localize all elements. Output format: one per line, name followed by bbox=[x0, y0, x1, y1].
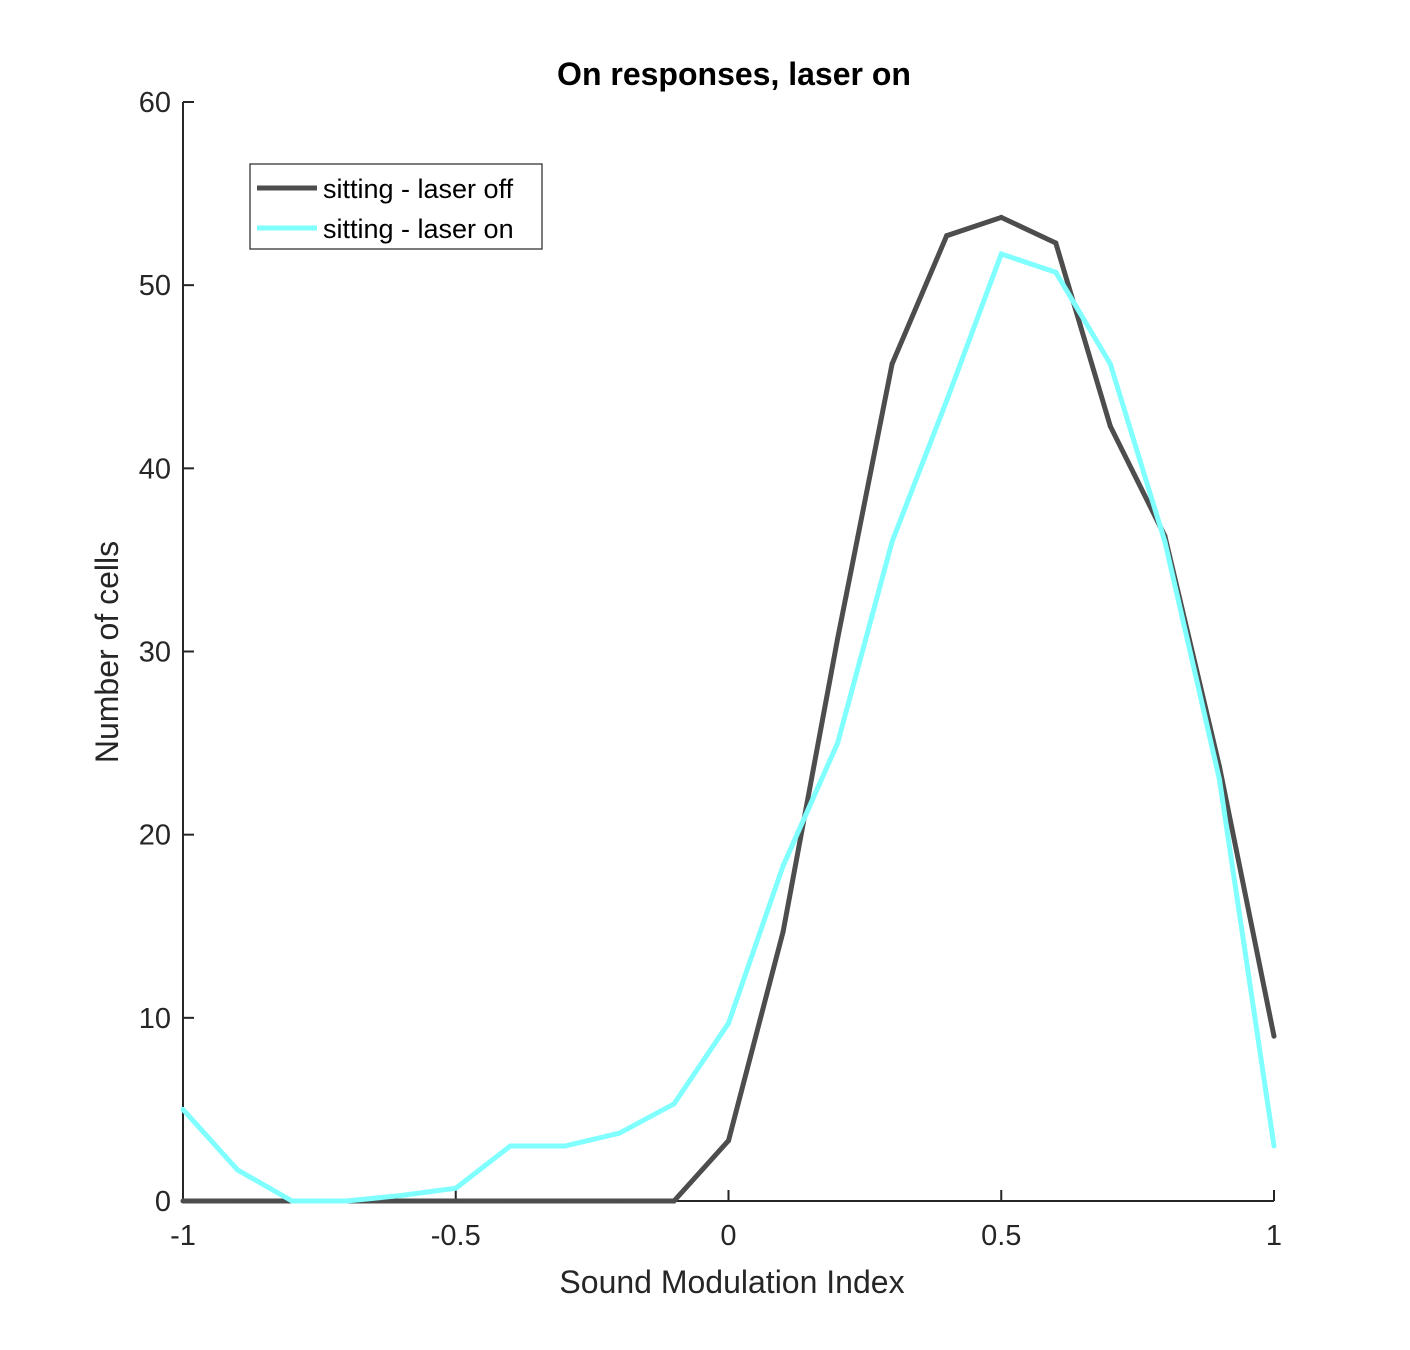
data-point-laser-on bbox=[726, 1020, 731, 1026]
data-point-laser-on bbox=[944, 398, 950, 404]
data-point-laser-on bbox=[562, 1143, 568, 1149]
data-point-laser-off bbox=[835, 636, 841, 642]
data-point-laser-off bbox=[616, 1198, 622, 1204]
y-tick-label: 30 bbox=[139, 637, 171, 669]
data-point-laser-on bbox=[344, 1198, 350, 1204]
data-point-laser-on bbox=[671, 1101, 677, 1107]
data-point-laser-off bbox=[398, 1198, 404, 1204]
legend-label-laser-on: sitting - laser on bbox=[323, 214, 514, 244]
data-point-laser-on bbox=[616, 1130, 622, 1136]
data-point-laser-on bbox=[180, 1106, 186, 1112]
data-point-laser-off bbox=[671, 1198, 677, 1204]
data-point-laser-on bbox=[1217, 777, 1222, 783]
y-tick-label: 20 bbox=[139, 820, 171, 852]
legend-label-laser-off: sitting - laser off bbox=[323, 174, 514, 204]
x-tick-label: 0.5 bbox=[981, 1220, 1021, 1252]
data-point-laser-on bbox=[1053, 269, 1059, 275]
data-point-laser-off bbox=[1107, 423, 1113, 429]
legend: sitting - laser off sitting - laser on bbox=[249, 163, 543, 250]
data-point-laser-off bbox=[780, 929, 786, 935]
data-point-laser-on bbox=[889, 539, 895, 545]
chart-title: On responses, laser on bbox=[557, 56, 911, 92]
data-point-laser-off bbox=[998, 214, 1004, 220]
data-point-laser-off bbox=[1271, 1033, 1277, 1039]
y-axis-label: Number of cells bbox=[89, 541, 125, 763]
data-point-laser-on bbox=[1162, 539, 1168, 545]
data-point-laser-off bbox=[726, 1138, 731, 1144]
y-tick-label: 10 bbox=[139, 1003, 171, 1035]
data-point-laser-off bbox=[180, 1198, 186, 1204]
x-axis-label: Sound Modulation Index bbox=[559, 1264, 904, 1300]
data-point-laser-off bbox=[944, 233, 950, 239]
data-point-laser-on bbox=[780, 863, 786, 869]
data-point-laser-on bbox=[235, 1167, 240, 1173]
y-tick-label: 50 bbox=[139, 270, 171, 302]
x-tick-label: 1 bbox=[1266, 1220, 1282, 1252]
x-tick-label: 0 bbox=[720, 1220, 736, 1252]
data-point-laser-off bbox=[889, 361, 895, 367]
x-tick-label: -1 bbox=[170, 1220, 196, 1252]
data-point-laser-off bbox=[1053, 240, 1059, 246]
data-point-laser-on bbox=[398, 1193, 404, 1198]
series-layer bbox=[180, 214, 1277, 1204]
data-point-laser-on bbox=[998, 251, 1004, 257]
data-point-laser-on bbox=[835, 740, 841, 746]
data-point-laser-on bbox=[1271, 1143, 1277, 1149]
y-tick-label: 0 bbox=[155, 1186, 171, 1218]
data-point-laser-on bbox=[507, 1143, 513, 1149]
x-tick-label: -0.5 bbox=[431, 1220, 481, 1252]
data-point-laser-on bbox=[289, 1198, 295, 1204]
data-point-laser-on bbox=[1107, 361, 1113, 367]
series-laser-on bbox=[180, 250, 1277, 1204]
data-point-laser-off bbox=[562, 1198, 568, 1204]
data-point-laser-on bbox=[453, 1185, 459, 1191]
data-point-laser-off bbox=[453, 1198, 459, 1204]
y-tick-label: 40 bbox=[139, 453, 171, 485]
legend-box bbox=[249, 163, 543, 250]
data-point-laser-off bbox=[235, 1198, 240, 1204]
y-tick-label: 60 bbox=[139, 87, 171, 119]
data-point-laser-off bbox=[507, 1198, 513, 1204]
